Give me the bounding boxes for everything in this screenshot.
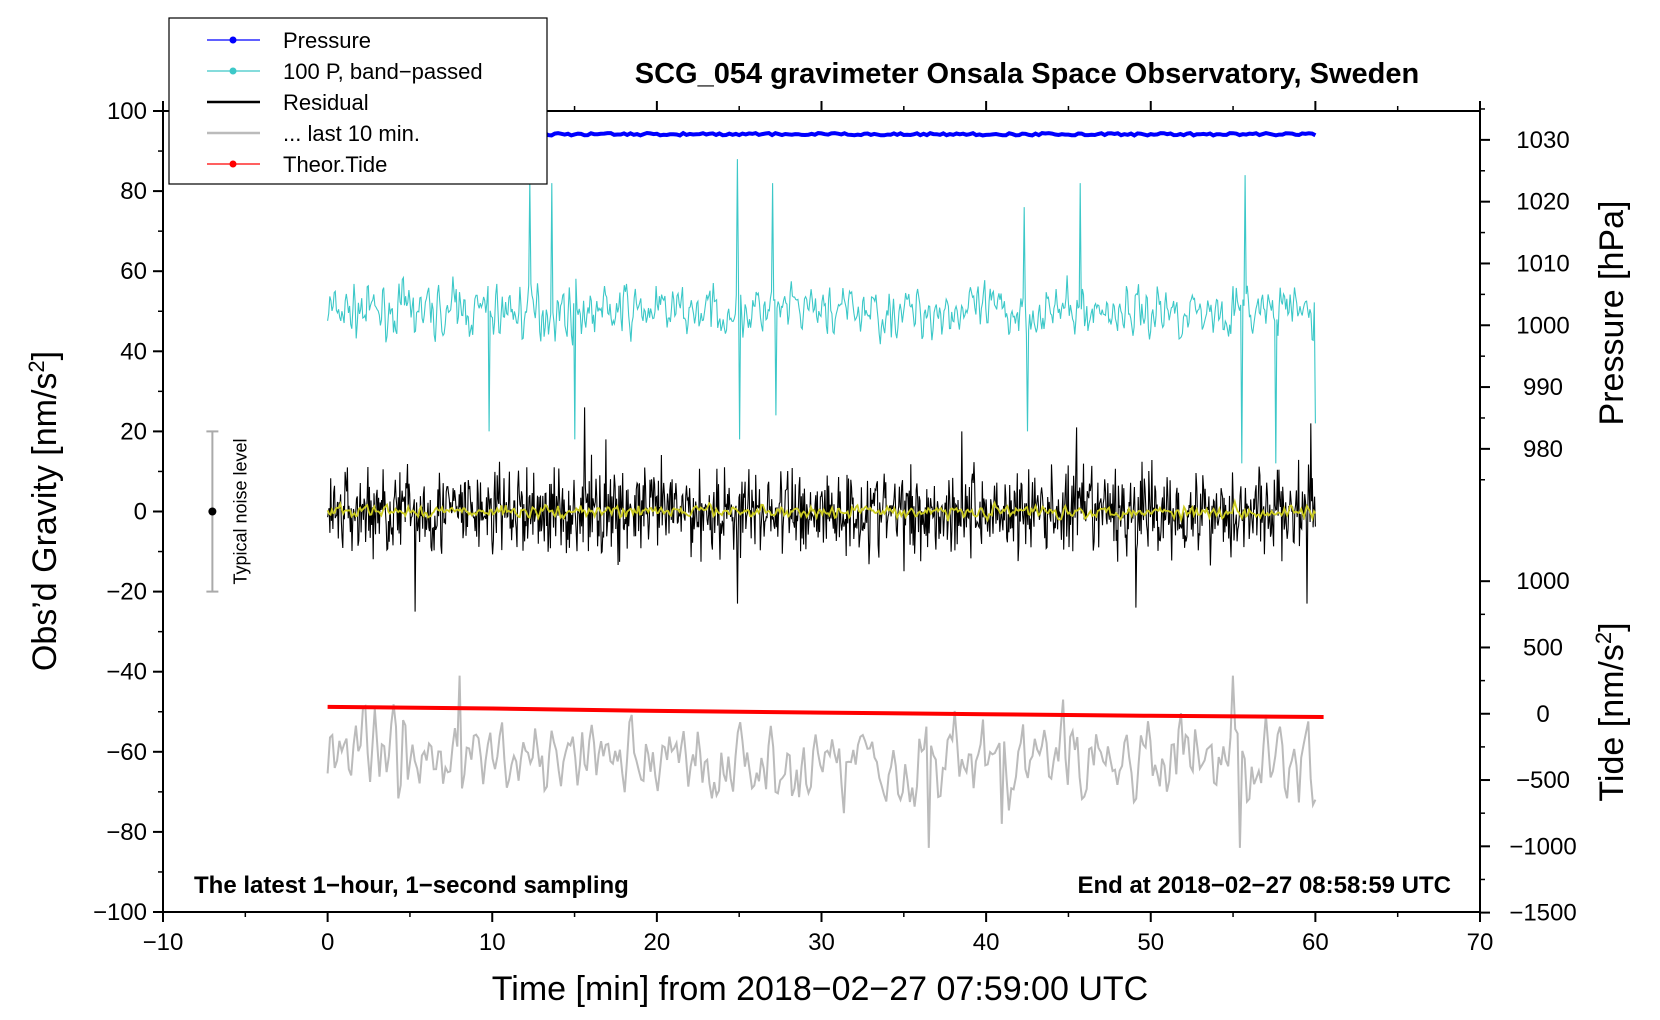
x-tick-label: 20 — [644, 929, 671, 956]
x-tick-label: 0 — [321, 929, 334, 956]
y-tick-label: −100 — [93, 899, 147, 926]
y-axis-label-tide-sup: 2 — [1591, 632, 1616, 644]
chart-title: SCG_054 gravimeter Onsala Space Observat… — [635, 58, 1419, 90]
series-layer — [326, 130, 1324, 848]
y-axis-label-left-main: Obs’d Gravity [nm/s — [26, 373, 64, 672]
legend-label: Residual — [283, 90, 369, 115]
y-axis-label-tide-main: Tide [nm/s — [1593, 644, 1631, 801]
legend-label: Theor.Tide — [283, 152, 387, 177]
y-tick-label: 40 — [120, 338, 147, 365]
legend-dot — [229, 36, 237, 44]
x-tick-label: −10 — [143, 929, 184, 956]
axes-layer: −10 0 10 20 30 40 50 60 70−100−80−60−40−20020406… — [93, 98, 1577, 956]
y-tick-label: −80 — [106, 819, 147, 846]
legend-dot — [229, 67, 237, 75]
pressure-tick-label: 1020 — [1516, 189, 1569, 216]
y-tick-label: −40 — [106, 659, 147, 686]
tide-tick-label: 500 — [1523, 634, 1563, 661]
annotation-left: The latest 1−hour, 1−second sampling — [194, 872, 629, 899]
x-tick-label: 60 — [1302, 929, 1329, 956]
series-last-10-min — [326, 675, 1317, 848]
pressure-tick-label: 1030 — [1516, 127, 1569, 154]
y-tick-label: 80 — [120, 178, 147, 205]
series-residual — [327, 407, 1316, 612]
y-tick-label: 100 — [107, 98, 147, 125]
x-tick-label: 50 — [1137, 929, 1164, 956]
x-tick-label: 70 — [1467, 929, 1494, 956]
annotation-right: End at 2018−02−27 08:58:59 UTC — [1077, 872, 1451, 899]
y-tick-label: −60 — [106, 739, 147, 766]
legend-dot — [229, 160, 237, 168]
legend: Pressure 100 P, band−passed Residual ... la… — [168, 17, 548, 185]
y-axis-label-tide: Tide [nm/s2] — [1591, 622, 1632, 801]
y-axis-label-left-close: ] — [26, 351, 64, 360]
x-tick-label: 40 — [973, 929, 1000, 956]
series-smoothed-residual — [326, 498, 1317, 524]
tide-tick-label: −1500 — [1509, 900, 1576, 927]
legend-label: 100 P, band−passed — [283, 59, 483, 84]
x-tick-label: 10 — [479, 929, 506, 956]
y-axis-label-tide-close: ] — [1593, 622, 1631, 631]
noise-bar-center-dot — [208, 507, 217, 516]
pressure-tick-label: 990 — [1523, 374, 1563, 401]
series-theoretical-tide — [327, 704, 1324, 719]
legend-label: Pressure — [283, 28, 371, 53]
pressure-tick-label: 980 — [1523, 436, 1563, 463]
tide-tick-label: −1000 — [1509, 833, 1576, 860]
pressure-tick-label: 1000 — [1516, 312, 1569, 339]
y-axis-label-pressure: Pressure [hPa] — [1593, 201, 1631, 426]
y-tick-label: 0 — [134, 499, 147, 526]
y-axis-label-left: Obs’d Gravity [nm/s2] — [24, 351, 65, 671]
noise-level-indicator: Typical noise level — [206, 430, 250, 593]
legend-label: ... last 10 min. — [283, 121, 420, 146]
y-tick-label: −20 — [106, 579, 147, 606]
x-axis-label: Time [min] from 2018−02−27 07:59:00 UTC — [492, 970, 1148, 1008]
y-tick-label: 60 — [120, 258, 147, 285]
tide-tick-label: 1000 — [1516, 568, 1569, 595]
y-tick-label: 20 — [120, 418, 147, 445]
x-tick-label: 30 — [808, 929, 835, 956]
y-axis-label-left-sup: 2 — [24, 360, 49, 372]
series-bandpassed-pressure — [327, 159, 1316, 464]
tide-tick-label: −500 — [1516, 767, 1570, 794]
pressure-tick-label: 1010 — [1516, 250, 1569, 277]
tide-tick-label: 0 — [1536, 701, 1549, 728]
noise-bar-label: Typical noise level — [230, 438, 250, 584]
